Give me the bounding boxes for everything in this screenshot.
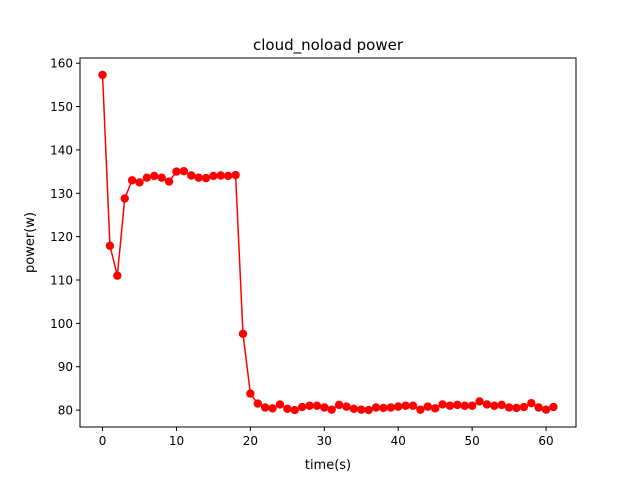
data-point	[549, 402, 558, 412]
data-point	[216, 171, 226, 180]
data-point	[408, 401, 418, 410]
data-point	[260, 403, 270, 412]
data-point	[467, 401, 477, 410]
data-point	[416, 405, 425, 414]
x-axis-label: time(s)	[305, 458, 351, 473]
data-point	[357, 405, 366, 414]
data-point	[320, 403, 329, 412]
data-point	[394, 402, 403, 411]
data-point	[423, 402, 432, 411]
data-point	[349, 404, 359, 413]
chart-title: cloud_noload power	[253, 36, 404, 55]
data-point	[475, 397, 484, 406]
data-point	[327, 405, 336, 414]
data-point	[379, 403, 388, 413]
data-point	[490, 401, 499, 410]
data-point	[127, 176, 137, 185]
y-tick-label: 140	[50, 143, 73, 157]
data-point	[246, 389, 255, 398]
data-point	[157, 173, 166, 182]
data-point	[438, 400, 447, 409]
data-point	[430, 404, 440, 413]
data-point	[268, 404, 277, 413]
data-point	[364, 405, 373, 415]
y-axis-label: power(w)	[23, 212, 38, 273]
data-point	[334, 400, 344, 410]
data-point	[297, 402, 307, 412]
data-point	[527, 398, 536, 408]
data-point	[534, 403, 543, 412]
data-point	[305, 401, 314, 410]
x-tick-label: 40	[391, 434, 406, 448]
data-point	[275, 400, 285, 409]
y-tick-label: 130	[50, 187, 73, 201]
data-point	[142, 173, 152, 182]
y-tick-label: 160	[50, 57, 73, 71]
data-point	[445, 401, 455, 410]
data-point	[253, 399, 262, 408]
data-point	[120, 194, 129, 203]
data-point	[224, 171, 233, 181]
y-tick-label: 110	[50, 274, 73, 288]
x-axis: 0 10 20 30 40 50 60	[99, 427, 554, 448]
data-point	[209, 171, 218, 181]
data-point	[371, 403, 381, 412]
data-point	[179, 166, 189, 176]
data-point	[105, 241, 115, 250]
x-tick-label: 0	[99, 434, 107, 448]
data-point	[342, 402, 351, 411]
x-tick-label: 50	[465, 434, 480, 448]
y-tick-label: 150	[50, 100, 73, 114]
data-point	[519, 402, 529, 412]
y-tick-label: 80	[58, 404, 73, 418]
x-tick-label: 10	[169, 434, 184, 448]
data-point	[201, 173, 211, 183]
y-tick-label: 120	[50, 230, 73, 244]
data-point	[541, 405, 551, 414]
y-tick-label: 90	[58, 360, 73, 374]
y-axis: 80 90 100 110 120 130 140 150 160	[50, 57, 80, 418]
plot-frame	[79, 57, 577, 428]
data-point	[512, 403, 521, 413]
data-point	[164, 177, 174, 186]
data-point	[497, 400, 506, 410]
data-point	[453, 400, 462, 410]
data-point	[172, 167, 181, 176]
data-point	[187, 171, 196, 180]
data-point	[401, 401, 410, 410]
data-point	[460, 401, 469, 410]
plot-area	[98, 70, 558, 415]
x-tick-label: 60	[538, 434, 553, 448]
data-point	[135, 178, 144, 187]
data-point	[238, 329, 248, 338]
x-tick-label: 20	[243, 434, 258, 448]
data-point	[113, 271, 122, 280]
data-point	[386, 403, 396, 412]
data-point	[290, 405, 299, 415]
data-point	[194, 173, 203, 182]
data-point	[231, 170, 240, 180]
data-point	[283, 404, 292, 413]
x-tick-label: 30	[317, 434, 332, 448]
data-point	[312, 401, 322, 410]
data-point	[98, 70, 107, 80]
y-tick-label: 100	[50, 317, 73, 331]
data-point	[504, 403, 514, 412]
data-point	[482, 400, 492, 409]
data-point	[150, 171, 159, 181]
